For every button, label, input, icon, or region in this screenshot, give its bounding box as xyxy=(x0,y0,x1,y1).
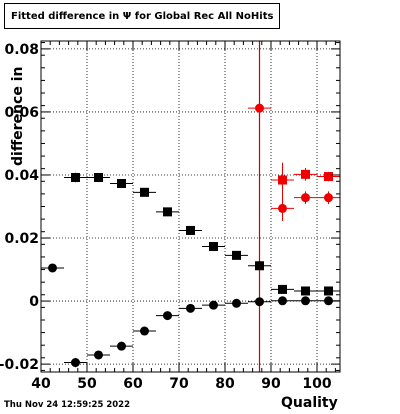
data-series xyxy=(41,263,340,368)
timestamp: Thu Nov 24 12:59:25 2022 xyxy=(4,400,131,410)
y-tick-label: 0.08 xyxy=(4,42,39,58)
data-point-circle xyxy=(255,103,264,113)
data-series xyxy=(248,103,340,222)
y-tick-label: 0.04 xyxy=(4,168,39,184)
data-point-circle xyxy=(278,203,287,213)
data-point-circle xyxy=(301,296,310,306)
data-point-circle xyxy=(255,297,264,307)
data-point-circle xyxy=(186,303,195,313)
y-tick-label: -0.02 xyxy=(0,357,39,373)
x-tick-label: 60 xyxy=(123,376,143,392)
axis-ticks xyxy=(40,41,340,372)
tick-labels: 40 50 60 70 80 90 100 -0.02 0 0.02 0.04 0.06 0.08 xyxy=(0,42,332,392)
x-tick-label: 50 xyxy=(77,376,97,392)
data-point-square xyxy=(140,187,149,197)
data-point-circle xyxy=(48,263,57,273)
data-point-square xyxy=(255,261,264,271)
data-point-circle xyxy=(94,350,103,360)
data-point-circle xyxy=(301,193,310,203)
data-point-square xyxy=(232,250,241,260)
data-point-circle xyxy=(140,326,149,336)
data-point-circle xyxy=(163,311,172,321)
data-point-square xyxy=(278,175,287,185)
data-point-square xyxy=(324,172,333,182)
grid-lines xyxy=(41,41,340,372)
data-series xyxy=(271,162,340,198)
data-point-circle xyxy=(324,296,333,306)
data-point-circle xyxy=(71,358,80,368)
data-series xyxy=(64,172,340,296)
data-point-circle xyxy=(278,296,287,306)
chart-title: Fitted difference in Ψ for Global Rec Al… xyxy=(4,3,280,29)
data-point-circle xyxy=(117,341,126,351)
data-point-square xyxy=(71,172,80,182)
y-tick-label: 0.02 xyxy=(4,231,39,247)
data-point-square xyxy=(301,286,310,296)
x-tick-label: 70 xyxy=(169,376,189,392)
y-tick-label: 0 xyxy=(29,294,39,310)
x-tick-label: 100 xyxy=(302,376,331,392)
data-point-square xyxy=(163,207,172,217)
x-tick-label: 90 xyxy=(261,376,281,392)
data-point-circle xyxy=(209,300,218,310)
data-point-circle xyxy=(324,193,333,203)
x-tick-label: 80 xyxy=(215,376,235,392)
x-tick-label: 40 xyxy=(31,376,51,392)
y-axis-label: difference in xyxy=(10,66,26,166)
data-point-square xyxy=(117,178,126,188)
plot-frame xyxy=(40,40,341,373)
data-point-square xyxy=(94,172,103,182)
data-point-square xyxy=(278,284,287,294)
data-point-square xyxy=(209,242,218,252)
y-tick-label: 0.06 xyxy=(4,105,39,121)
data-point-square xyxy=(186,225,195,235)
series-layer xyxy=(41,103,340,368)
data-point-square xyxy=(301,169,310,179)
x-axis-label: Quality xyxy=(281,395,338,411)
data-point-square xyxy=(324,286,333,296)
data-point-circle xyxy=(232,298,241,308)
